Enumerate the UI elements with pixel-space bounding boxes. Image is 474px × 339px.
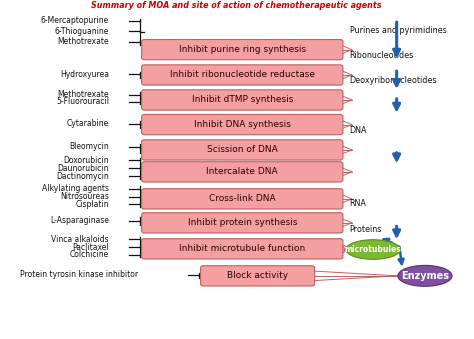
Text: Enzymes: Enzymes xyxy=(401,271,449,281)
Text: Daunorubicin: Daunorubicin xyxy=(58,164,109,173)
Text: Intercalate DNA: Intercalate DNA xyxy=(207,167,278,176)
Text: Hydroxyurea: Hydroxyurea xyxy=(60,70,109,79)
FancyBboxPatch shape xyxy=(142,115,343,135)
Text: Protein tyrosin kinase inhibitor: Protein tyrosin kinase inhibitor xyxy=(19,270,137,279)
Text: Dactinomycin: Dactinomycin xyxy=(56,172,109,181)
Text: Colchicine: Colchicine xyxy=(70,250,109,259)
FancyBboxPatch shape xyxy=(201,266,315,286)
FancyBboxPatch shape xyxy=(142,189,343,209)
Text: Cross-link DNA: Cross-link DNA xyxy=(209,194,275,203)
Text: Doxorubicin: Doxorubicin xyxy=(64,156,109,164)
Text: Methotrexate: Methotrexate xyxy=(57,37,109,46)
Text: Inhibit microtubule function: Inhibit microtubule function xyxy=(179,244,305,253)
Text: Cisplatin: Cisplatin xyxy=(75,200,109,209)
Text: 5-Fluorouracil: 5-Fluorouracil xyxy=(56,98,109,106)
FancyBboxPatch shape xyxy=(142,162,343,182)
Text: Bleomycin: Bleomycin xyxy=(69,142,109,151)
FancyBboxPatch shape xyxy=(142,213,343,233)
Text: Summary of MOA and site of action of chemotherapeutic agents: Summary of MOA and site of action of che… xyxy=(91,1,382,11)
Text: Alkylating agents: Alkylating agents xyxy=(42,184,109,193)
Text: Ribonucleotides: Ribonucleotides xyxy=(349,51,414,60)
FancyBboxPatch shape xyxy=(142,239,343,259)
Text: Inhibit protein synthesis: Inhibit protein synthesis xyxy=(188,218,297,227)
Text: L-Asparaginase: L-Asparaginase xyxy=(50,216,109,225)
Text: Inhibit purine ring synthesis: Inhibit purine ring synthesis xyxy=(179,45,306,54)
Text: Paclitaxel: Paclitaxel xyxy=(73,243,109,252)
Ellipse shape xyxy=(398,265,452,286)
Text: RNA: RNA xyxy=(349,199,366,208)
Text: Inhibit ribonucleotide reductase: Inhibit ribonucleotide reductase xyxy=(170,71,315,79)
Text: Inhibit dTMP synthesis: Inhibit dTMP synthesis xyxy=(191,96,293,104)
Text: 6-Mercaptopurine: 6-Mercaptopurine xyxy=(41,17,109,25)
FancyBboxPatch shape xyxy=(142,90,343,110)
Text: Deoxyribonucleotides: Deoxyribonucleotides xyxy=(349,76,437,85)
Text: Inhibit DNA synthesis: Inhibit DNA synthesis xyxy=(194,120,291,129)
Text: microtubules: microtubules xyxy=(345,245,401,254)
FancyBboxPatch shape xyxy=(142,65,343,85)
Text: Purines and pyrimidines: Purines and pyrimidines xyxy=(349,26,446,35)
FancyBboxPatch shape xyxy=(142,140,343,160)
Text: Cytarabine: Cytarabine xyxy=(67,119,109,128)
Ellipse shape xyxy=(346,240,400,259)
Text: Methotrexate: Methotrexate xyxy=(57,90,109,99)
Text: Scission of DNA: Scission of DNA xyxy=(207,145,278,155)
Text: Block activity: Block activity xyxy=(227,271,288,280)
Text: 6-Thioguanine: 6-Thioguanine xyxy=(55,26,109,36)
Text: Nitrosoureas: Nitrosoureas xyxy=(60,192,109,201)
Text: Vinca alkaloids: Vinca alkaloids xyxy=(52,235,109,244)
Text: DNA: DNA xyxy=(349,126,367,135)
Text: Proteins: Proteins xyxy=(349,225,382,234)
FancyBboxPatch shape xyxy=(142,40,343,60)
